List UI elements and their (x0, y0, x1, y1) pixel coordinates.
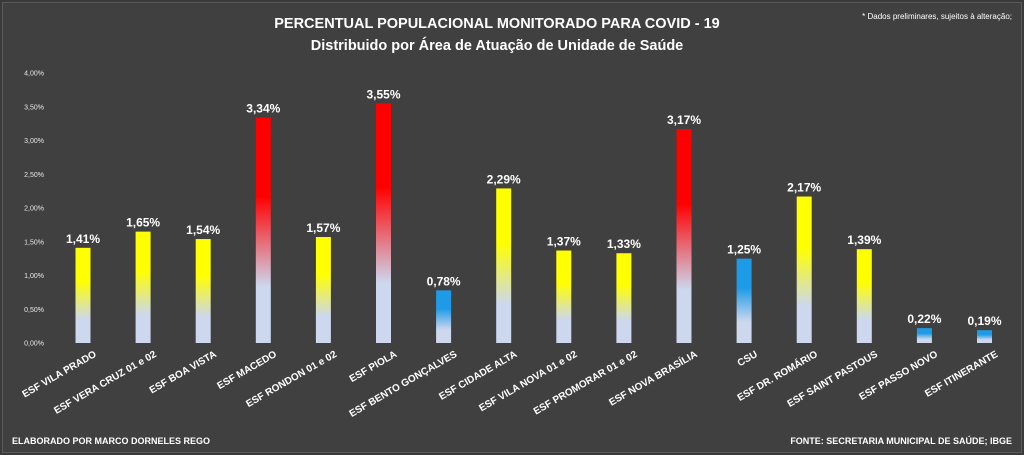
bar-series (75, 103, 992, 343)
category-label: ESF BOA VISTA (148, 349, 219, 396)
bar (315, 237, 331, 343)
category-label: ESF VILA NOVA 01 e 02 (477, 349, 579, 414)
bar (436, 290, 452, 343)
data-label: 0,22% (907, 312, 941, 326)
data-label: 3,34% (246, 102, 280, 116)
category-label: ESF BENTO GONÇALVES (348, 349, 460, 420)
data-label: 1,39% (847, 233, 881, 247)
data-label: 0,19% (967, 314, 1001, 328)
category-label: CSU (736, 349, 760, 369)
bar (676, 129, 692, 343)
y-tick-label: 3,50% (24, 104, 44, 111)
bar (496, 188, 512, 343)
category-label: ESF PROMORAR 01 e 02 (532, 349, 640, 418)
data-label: 2,17% (787, 181, 821, 195)
bar (75, 247, 91, 343)
data-label: 1,33% (607, 237, 641, 251)
category-label: ESF VERA CRUZ 01 e 02 (52, 349, 159, 417)
data-label: 1,37% (547, 235, 581, 249)
footer-source: FONTE: SECRETARIA MUNICIPAL DE SAÚDE; IB… (790, 435, 1012, 446)
y-tick-label: 0,50% (24, 307, 44, 314)
data-label: 3,17% (667, 113, 701, 127)
bar (916, 328, 932, 343)
y-tick-label: 2,50% (24, 172, 44, 179)
data-labels: 1,41% 1,65% 1,54% 3,34% 1,57% 3,55% 0,78% 2,29%… (66, 87, 1002, 328)
category-label: ESF PIOLA (348, 349, 399, 385)
bar (616, 253, 632, 343)
data-label: 1,25% (727, 243, 761, 257)
bar (856, 249, 872, 343)
chart-title: PERCENTUAL POPULACIONAL MONITORADO PARA … (274, 16, 720, 32)
y-tick-label: 3,00% (24, 138, 44, 145)
y-tick-label: 4,00% (24, 71, 44, 78)
data-label: 1,57% (306, 221, 340, 235)
preliminary-data-note: * Dados preliminares, sujeitos à alteraç… (862, 12, 1012, 21)
y-tick-label: 0,00% (24, 341, 44, 348)
bar (736, 258, 752, 343)
y-tick-label: 2,00% (24, 206, 44, 213)
chart-subtitle: Distribuido por Área de Atuação de Unida… (311, 37, 684, 54)
data-label: 1,65% (126, 216, 160, 230)
y-tick-label: 1,00% (24, 273, 44, 280)
bar (556, 250, 572, 343)
bar (135, 231, 151, 343)
data-label: 1,41% (66, 232, 100, 246)
bar (195, 239, 211, 343)
footer-author: ELABORADO POR MARCO DORNELES REGO (12, 436, 210, 446)
bar (977, 330, 992, 343)
data-label: 1,54% (186, 223, 220, 237)
y-axis: 0,00% 0,50% 1,00% 1,50% 2,00% 2,50% 3,00% 3,50%… (24, 71, 44, 348)
bar (255, 117, 271, 343)
data-label: 2,29% (487, 172, 521, 186)
bar (796, 196, 812, 343)
data-label: 3,55% (366, 87, 400, 101)
y-tick-label: 1,50% (24, 239, 44, 246)
data-label: 0,78% (427, 274, 461, 288)
bar (376, 103, 391, 343)
